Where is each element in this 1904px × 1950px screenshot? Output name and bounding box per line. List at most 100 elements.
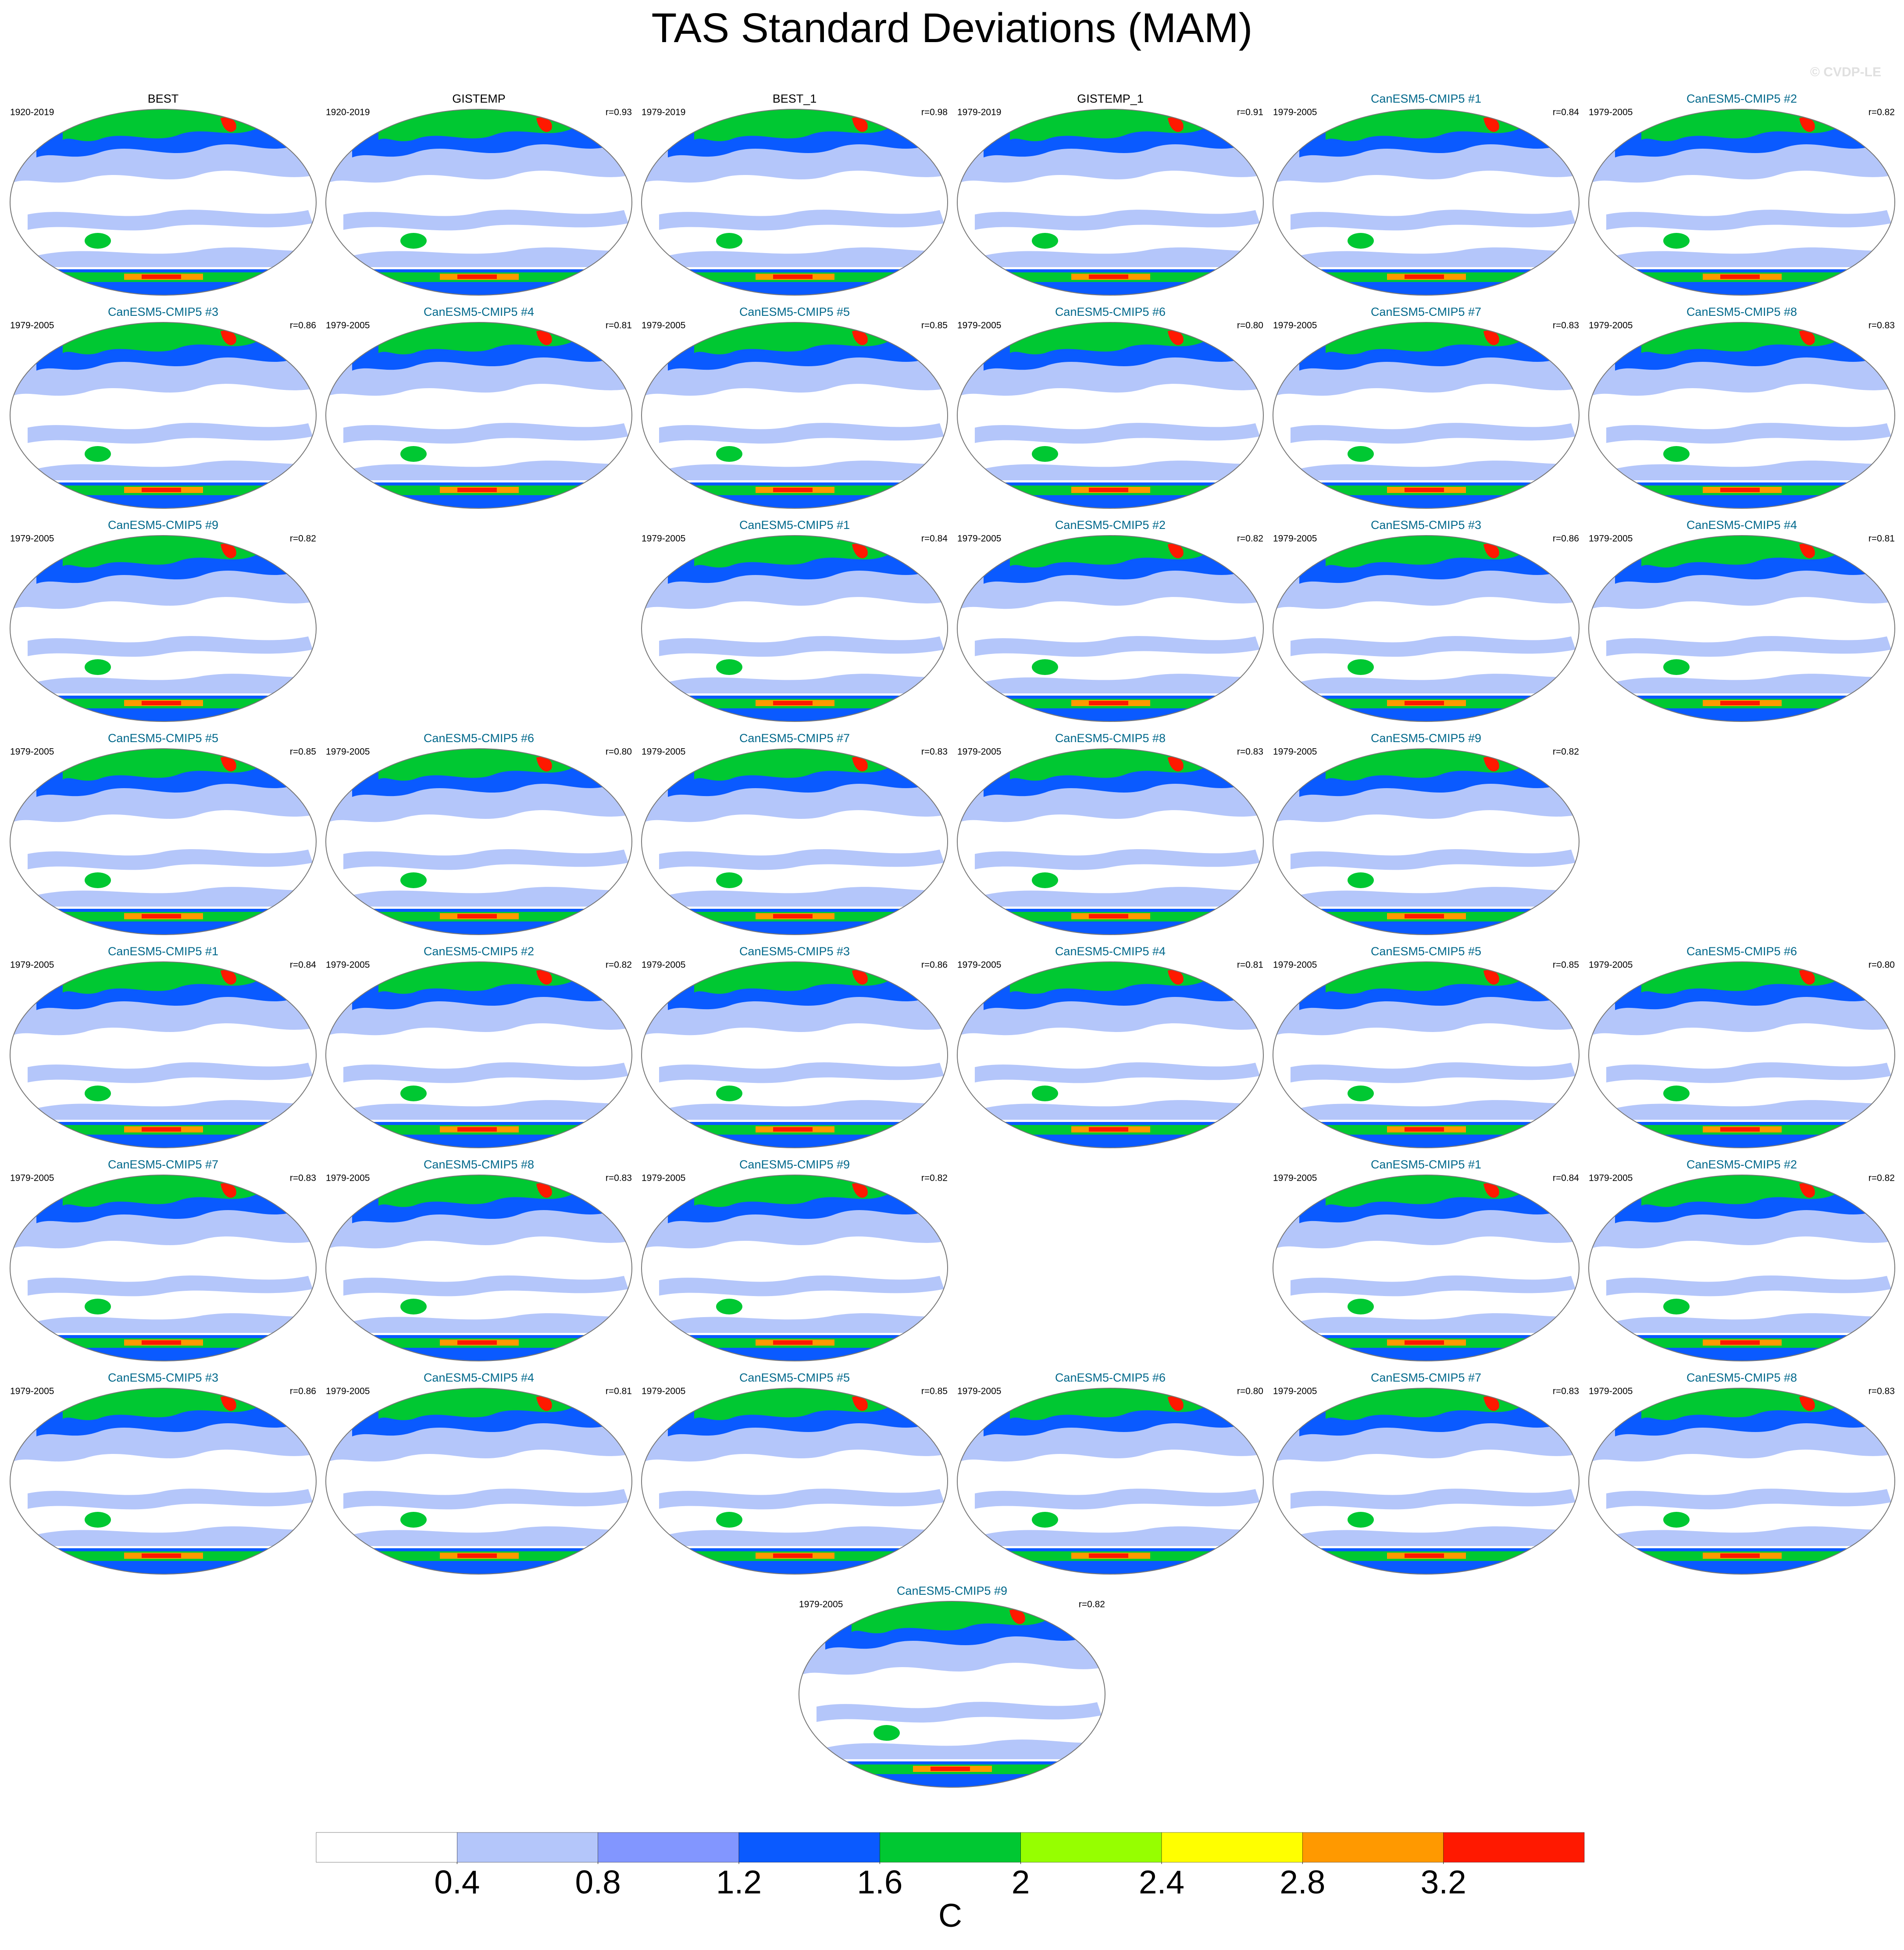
map (1273, 109, 1579, 296)
map (1273, 536, 1579, 722)
watermark: © CVDP-LE (1810, 65, 1881, 79)
period: 1979-2005 (642, 747, 685, 757)
correlation: r=0.80 (606, 747, 632, 757)
colorbar-box (316, 1832, 457, 1863)
panel-title: CanESM5-CMIP5 #2 (424, 945, 534, 958)
period: 1979-2005 (10, 960, 54, 970)
panel: CanESM5-CMIP5 #5 1979-2005 r=0.85 (642, 305, 948, 509)
panel: CanESM5-CMIP5 #2 1979-2005 r=0.82 (1589, 92, 1895, 296)
period: 1979-2005 (1589, 107, 1633, 118)
map (957, 536, 1263, 722)
period: 1920-2019 (10, 107, 54, 118)
correlation: r=0.85 (921, 321, 948, 331)
panel: CanESM5-CMIP5 #3 1979-2005 r=0.86 (642, 945, 948, 1148)
panel-title: CanESM5-CMIP5 #5 (1371, 945, 1481, 958)
correlation: r=0.81 (606, 1386, 632, 1396)
panel: CanESM5-CMIP5 #2 1979-2005 r=0.82 (326, 945, 632, 1148)
correlation: r=0.83 (1553, 1386, 1579, 1396)
map (326, 1175, 632, 1361)
map (326, 962, 632, 1148)
map (799, 1601, 1105, 1788)
correlation: r=0.82 (1237, 534, 1263, 544)
period: 1979-2005 (326, 747, 370, 757)
map (10, 322, 316, 509)
correlation: r=0.86 (1553, 534, 1579, 544)
panel-title: CanESM5-CMIP5 #3 (108, 1371, 218, 1384)
map (957, 749, 1263, 935)
panel-title: CanESM5-CMIP5 #9 (897, 1584, 1007, 1597)
panel: CanESM5-CMIP5 #4 1979-2005 r=0.81 (326, 305, 632, 509)
map (326, 1388, 632, 1575)
panel: CanESM5-CMIP5 #6 1979-2005 r=0.80 (1589, 945, 1895, 1148)
panel-title: CanESM5-CMIP5 #3 (108, 305, 218, 318)
panel-title: CanESM5-CMIP5 #9 (739, 1158, 850, 1171)
correlation: r=0.82 (1868, 1173, 1895, 1183)
period: 1979-2005 (957, 1386, 1001, 1396)
panel-title: CanESM5-CMIP5 #6 (424, 732, 534, 745)
map (957, 322, 1263, 509)
colorbar-box (1161, 1832, 1303, 1863)
panel-title: CanESM5-CMIP5 #4 (424, 1371, 534, 1384)
correlation: r=0.81 (606, 321, 632, 331)
panel: CanESM5-CMIP5 #7 1979-2005 r=0.83 (642, 732, 948, 935)
panel-title: BEST_1 (773, 92, 817, 105)
map (10, 1388, 316, 1575)
correlation: r=0.82 (921, 1173, 948, 1183)
colorbar-tick-label: 0.8 (575, 1864, 621, 1900)
map (10, 962, 316, 1148)
map (1273, 749, 1579, 935)
panel: CanESM5-CMIP5 #8 1979-2005 r=0.83 (1589, 305, 1895, 509)
colorbar-tick-label: 2.8 (1280, 1864, 1325, 1900)
panel: BEST_1 1979-2019 r=0.98 (642, 92, 948, 296)
map (10, 1175, 316, 1361)
panel-title: GISTEMP_1 (1077, 92, 1144, 105)
colorbar-box (457, 1832, 598, 1863)
map (642, 962, 948, 1148)
map (642, 322, 948, 509)
panel-title: CanESM5-CMIP5 #4 (1055, 945, 1166, 958)
panel-title: CanESM5-CMIP5 #1 (739, 518, 850, 532)
panel: CanESM5-CMIP5 #2 1979-2005 r=0.82 (1589, 1158, 1895, 1361)
correlation: r=0.80 (1237, 321, 1263, 331)
panel: CanESM5-CMIP5 #5 1979-2005 r=0.85 (642, 1371, 948, 1575)
panel-title: CanESM5-CMIP5 #6 (1055, 305, 1166, 318)
colorbar-tick-label: 2.4 (1139, 1864, 1184, 1900)
panel-title: CanESM5-CMIP5 #5 (108, 732, 218, 745)
map (957, 1388, 1263, 1575)
map (642, 536, 948, 722)
panel: CanESM5-CMIP5 #7 1979-2005 r=0.83 (1273, 305, 1579, 509)
map (1273, 1388, 1579, 1575)
panel-title: CanESM5-CMIP5 #8 (424, 1158, 534, 1171)
correlation: r=0.84 (1553, 107, 1579, 118)
correlation: r=0.86 (921, 960, 948, 970)
colorbar-box (1443, 1832, 1585, 1863)
panel: CanESM5-CMIP5 #4 1979-2005 r=0.81 (957, 945, 1263, 1148)
correlation: r=0.82 (1868, 107, 1895, 118)
panel: CanESM5-CMIP5 #9 1979-2005 r=0.82 (799, 1584, 1105, 1788)
panel-title: CanESM5-CMIP5 #2 (1687, 1158, 1797, 1171)
map (1589, 962, 1895, 1148)
correlation: r=0.80 (1868, 960, 1895, 970)
correlation: r=0.98 (921, 107, 948, 118)
correlation: r=0.83 (290, 1173, 316, 1183)
map (957, 962, 1263, 1148)
panel-title: CanESM5-CMIP5 #9 (108, 518, 218, 532)
colorbar-box (738, 1832, 880, 1863)
map (1589, 109, 1895, 296)
colorbar-box (880, 1832, 1021, 1863)
panel: CanESM5-CMIP5 #1 1979-2005 r=0.84 (642, 518, 948, 722)
panel: CanESM5-CMIP5 #3 1979-2005 r=0.86 (10, 1371, 316, 1575)
map (642, 749, 948, 935)
panel: CanESM5-CMIP5 #6 1979-2005 r=0.80 (957, 305, 1263, 509)
period: 1979-2005 (1589, 534, 1633, 544)
map (1589, 1388, 1895, 1575)
panel: GISTEMP 1920-2019 r=0.93 (326, 92, 632, 296)
period: 1979-2005 (1273, 107, 1317, 118)
figure-title: TAS Standard Deviations (MAM) (652, 5, 1253, 51)
map (1273, 962, 1579, 1148)
panel-title: CanESM5-CMIP5 #8 (1687, 1371, 1797, 1384)
panel: CanESM5-CMIP5 #1 1979-2005 r=0.84 (1273, 1158, 1579, 1361)
period: 1979-2005 (799, 1600, 843, 1610)
map (1273, 1175, 1579, 1361)
period: 1979-2005 (326, 960, 370, 970)
